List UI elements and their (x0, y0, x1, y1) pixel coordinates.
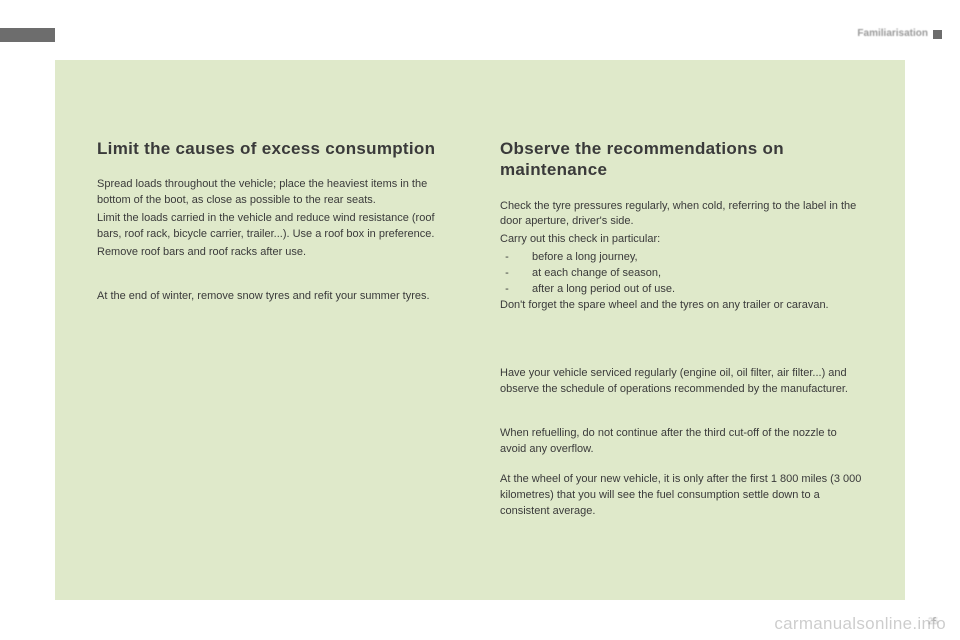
left-heading: Limit the causes of excess consumption (97, 138, 460, 159)
watermark: carmanualsonline.info (774, 614, 946, 634)
right-para-5: When refuelling, do not continue after t… (500, 426, 863, 458)
list-item: -before a long journey, (500, 250, 863, 266)
list-item-text: after a long period out of use. (532, 282, 675, 298)
list-item: -after a long period out of use. (500, 282, 863, 298)
list-item: -at each change of season, (500, 266, 863, 282)
section-marker (933, 30, 942, 39)
left-column: Limit the causes of excess consumption S… (97, 138, 460, 570)
list-item-text: at each change of season, (532, 266, 661, 282)
section-label: Familiarisation (857, 28, 928, 39)
left-para-1: Spread loads throughout the vehicle; pla… (97, 177, 460, 209)
right-para-4: Have your vehicle serviced regularly (en… (500, 366, 863, 398)
right-column: Observe the recommendations on maintenan… (500, 138, 863, 570)
content-panel: Limit the causes of excess consumption S… (55, 60, 905, 600)
right-para-1: Check the tyre pressures regularly, when… (500, 199, 863, 231)
list-item-text: before a long journey, (532, 250, 638, 266)
right-para-3: Don't forget the spare wheel and the tyr… (500, 298, 863, 314)
header-bar (0, 28, 55, 42)
right-para-2: Carry out this check in particular: (500, 232, 863, 248)
right-heading: Observe the recommendations on maintenan… (500, 138, 863, 181)
right-para-6: At the wheel of your new vehicle, it is … (500, 472, 863, 520)
left-para-3: Remove roof bars and roof racks after us… (97, 245, 460, 261)
left-para-4: At the end of winter, remove snow tyres … (97, 289, 460, 305)
left-para-2: Limit the loads carried in the vehicle a… (97, 211, 460, 243)
